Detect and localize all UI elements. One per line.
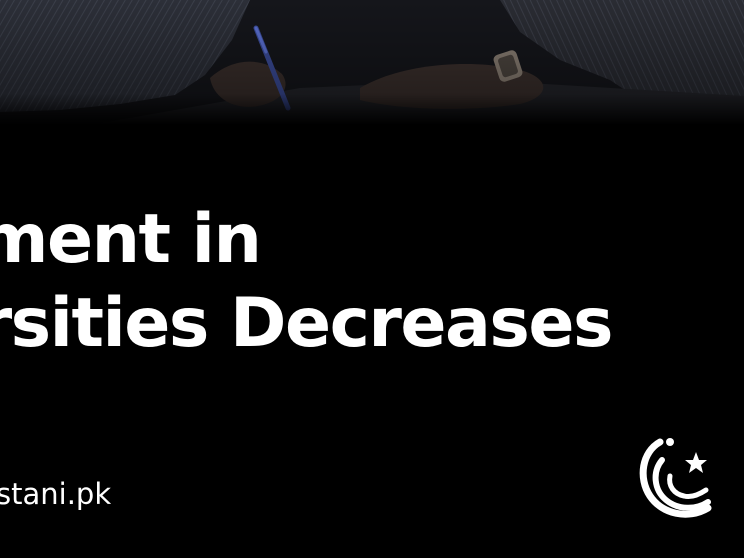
- headline-line-2: ersities Decreases: [0, 284, 614, 363]
- headline-line-1: llment in: [0, 200, 262, 279]
- headline: llment in ersities Decreases %: [0, 198, 614, 450]
- website-url: stani.pk: [0, 477, 112, 511]
- headline-line-3: %: [0, 366, 612, 450]
- background-photo: [0, 0, 744, 125]
- crescent-star-icon: [634, 432, 720, 522]
